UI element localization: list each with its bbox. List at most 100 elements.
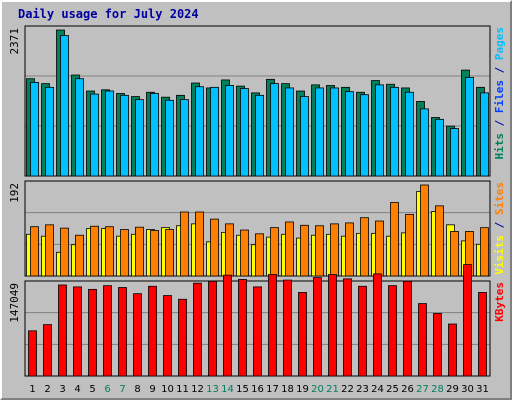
bar-kbytes-day-4 [73, 286, 82, 377]
x-tick-label-day-1: 1 [29, 384, 35, 395]
bar-files-day-27 [420, 108, 429, 177]
bar-sites-day-9 [150, 230, 159, 277]
legend-hits_files_pages: Hits / Files / Pages [493, 27, 506, 160]
bar-kbytes-day-28 [433, 313, 442, 377]
bar-sites-day-5 [90, 225, 99, 277]
bar-kbytes-day-12 [193, 282, 202, 377]
bar-sites-day-2 [45, 224, 54, 277]
bar-files-day-17 [270, 83, 279, 177]
bar-sites-day-31 [480, 227, 489, 277]
legend-part: Sites [493, 182, 506, 215]
bar-sites-day-16 [255, 233, 264, 277]
bar-files-day-23 [360, 94, 369, 177]
bar-kbytes-day-5 [88, 288, 97, 377]
bar-files-day-10 [165, 99, 174, 177]
bar-kbytes-day-22 [343, 278, 352, 377]
bar-sites-day-14 [225, 223, 234, 277]
bar-files-day-9 [150, 93, 159, 177]
panel-visits_sites: 192 Visits / Sites [8, 180, 506, 277]
bar-kbytes-day-11 [178, 298, 187, 377]
bar-sites-day-27 [420, 184, 429, 277]
bar-files-day-25 [390, 86, 399, 177]
bar-sites-day-26 [405, 213, 414, 277]
x-tick-label-day-9: 9 [149, 384, 155, 395]
bar-kbytes-day-26 [403, 280, 412, 377]
x-tick-label-day-10: 10 [161, 384, 174, 395]
bar-kbytes-day-24 [373, 273, 382, 377]
x-tick-label-day-14: 14 [221, 384, 234, 395]
bar-sites-day-1 [30, 226, 39, 277]
panel-kbytes: 147049 KBytes [8, 264, 506, 377]
bar-files-day-29 [450, 128, 459, 177]
bar-kbytes-day-19 [298, 292, 307, 377]
bar-kbytes-day-10 [163, 295, 172, 377]
legend-part: Pages [493, 27, 506, 60]
legend-part: Visits [493, 235, 506, 275]
x-tick-label-day-30: 30 [461, 384, 474, 395]
bar-files-day-4 [75, 78, 84, 177]
bar-files-day-26 [405, 91, 414, 177]
x-tick-label-day-22: 22 [341, 384, 354, 395]
bar-sites-day-18 [285, 221, 294, 277]
bar-sites-day-28 [435, 205, 444, 277]
x-tick-label-day-13: 13 [206, 384, 219, 395]
x-tick-label-day-3: 3 [59, 384, 65, 395]
x-tick-label-day-18: 18 [281, 384, 294, 395]
x-tick-label-day-5: 5 [89, 384, 95, 395]
legend-part: / [493, 60, 506, 80]
bar-sites-day-3 [60, 227, 69, 277]
x-tick-label-day-11: 11 [176, 384, 189, 395]
x-tick-label-day-28: 28 [431, 384, 444, 395]
x-tick-label-day-19: 19 [296, 384, 309, 395]
bar-sites-day-23 [360, 217, 369, 277]
bar-sites-day-20 [315, 225, 324, 277]
bar-files-day-2 [45, 86, 54, 177]
axis-max-label: 147049 [8, 283, 21, 323]
x-tick-label-day-2: 2 [44, 384, 50, 395]
bar-kbytes-day-16 [253, 286, 262, 377]
bar-kbytes-day-20 [313, 277, 322, 377]
x-tick-label-day-24: 24 [371, 384, 384, 395]
x-tick-label-day-25: 25 [386, 384, 399, 395]
legend-visits_sites: Visits / Sites [493, 182, 506, 275]
legend-part: Hits [493, 133, 506, 160]
x-tick-label-day-26: 26 [401, 384, 414, 395]
bar-sites-day-19 [300, 224, 309, 277]
bar-files-day-15 [240, 88, 249, 177]
bar-kbytes-day-14 [223, 274, 232, 377]
x-tick-label-day-7: 7 [119, 384, 125, 395]
bar-kbytes-day-15 [238, 279, 247, 377]
bar-kbytes-day-2 [43, 324, 52, 377]
bar-kbytes-day-25 [388, 285, 397, 377]
bar-kbytes-day-21 [328, 274, 337, 377]
bar-files-day-8 [135, 99, 144, 177]
bar-files-day-24 [375, 84, 384, 177]
axis-max-label: 2371 [8, 28, 21, 55]
bar-sites-day-13 [210, 218, 219, 277]
legend-kbytes: KBytes [493, 282, 506, 322]
x-tick-label-day-21: 21 [326, 384, 339, 395]
bar-files-day-12 [195, 86, 204, 177]
x-tick-label-day-8: 8 [134, 384, 140, 395]
bar-files-day-14 [225, 85, 234, 177]
bar-files-day-28 [435, 118, 444, 177]
bar-kbytes-day-9 [148, 285, 157, 377]
x-tick-label-day-31: 31 [476, 384, 489, 395]
bar-kbytes-day-1 [28, 330, 37, 377]
bar-kbytes-day-8 [133, 293, 142, 377]
legend-part: / [493, 113, 506, 133]
legend-part: KBytes [493, 282, 506, 322]
bar-files-day-31 [480, 92, 489, 177]
bar-files-day-16 [255, 94, 264, 177]
x-tick-label-day-6: 6 [104, 384, 110, 395]
bar-files-day-3 [60, 35, 69, 177]
legend-part: Files [493, 80, 506, 113]
bar-kbytes-day-13 [208, 280, 217, 377]
x-tick-label-day-17: 17 [266, 384, 279, 395]
bar-files-day-5 [90, 93, 99, 177]
x-tick-label-day-12: 12 [191, 384, 204, 395]
bar-kbytes-day-27 [418, 303, 427, 377]
x-tick-label-day-15: 15 [236, 384, 249, 395]
bar-sites-day-22 [345, 222, 354, 277]
